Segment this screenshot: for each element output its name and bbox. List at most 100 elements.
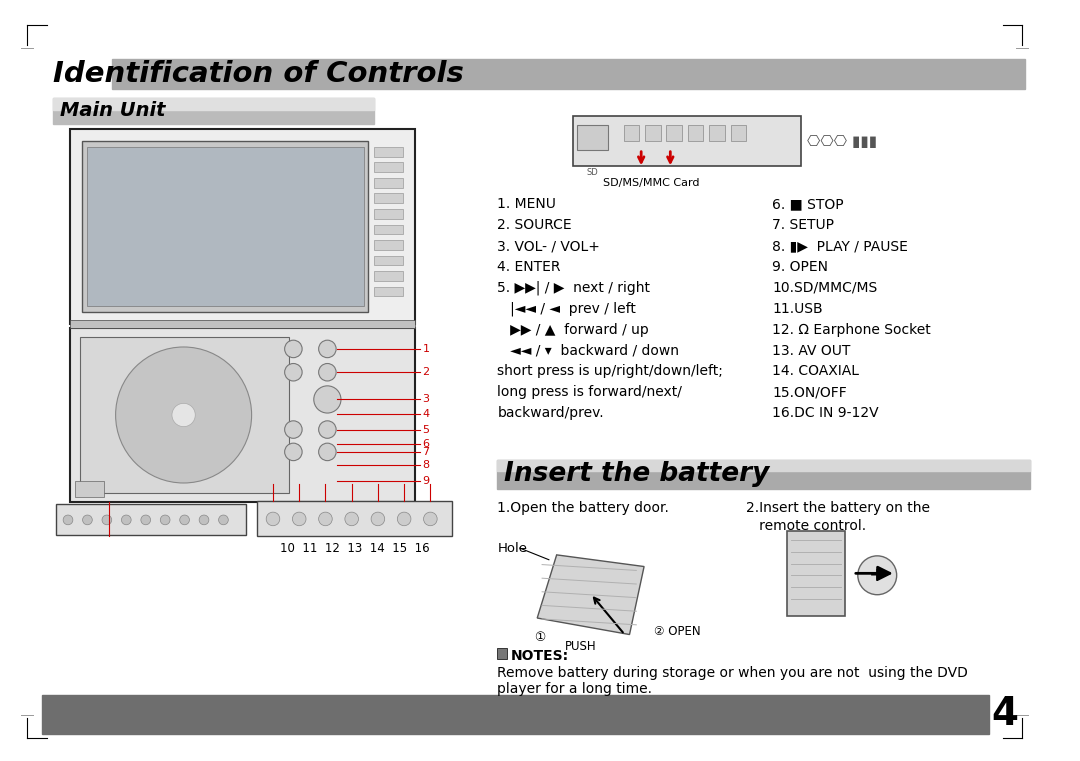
Text: ② OPEN: ② OPEN	[653, 625, 701, 638]
Polygon shape	[537, 555, 644, 635]
Bar	[70, 320, 415, 327]
Bar	[53, 98, 374, 123]
Text: 14. COAXIAL: 14. COAXIAL	[772, 365, 860, 378]
Circle shape	[218, 515, 228, 525]
Text: 12. Ω Earphone Socket: 12. Ω Earphone Socket	[772, 323, 931, 336]
Text: Insert the battery: Insert the battery	[504, 461, 770, 487]
Text: 2.Insert the battery on the: 2.Insert the battery on the	[746, 501, 930, 515]
Bar	[374, 193, 403, 203]
Text: 4. ENTER: 4. ENTER	[498, 260, 561, 274]
Text: 2: 2	[422, 368, 430, 377]
Text: Hole: Hole	[498, 543, 527, 556]
Bar	[577, 126, 608, 150]
Bar	[56, 505, 246, 536]
Bar	[374, 178, 403, 188]
Text: 4: 4	[422, 409, 430, 419]
Text: 9: 9	[422, 476, 430, 486]
Text: +: +	[869, 565, 886, 584]
Bar	[42, 695, 989, 734]
Bar	[374, 256, 403, 266]
Bar	[573, 116, 801, 167]
Text: Main Unit: Main Unit	[60, 101, 165, 120]
Circle shape	[82, 515, 92, 525]
Circle shape	[140, 515, 150, 525]
Text: player for a long time.: player for a long time.	[498, 682, 652, 696]
Bar	[498, 460, 1029, 489]
Circle shape	[319, 421, 336, 438]
Bar	[374, 240, 403, 250]
Text: |◄◄ / ◄  prev / left: |◄◄ / ◄ prev / left	[498, 302, 636, 317]
Circle shape	[372, 512, 384, 526]
Text: 10  11  12  13  14  15  16: 10 11 12 13 14 15 16	[280, 543, 430, 556]
Text: 8: 8	[422, 460, 430, 470]
Circle shape	[423, 512, 437, 526]
Bar	[87, 147, 364, 306]
Bar	[645, 126, 661, 141]
Circle shape	[319, 443, 336, 460]
Text: 6. ■ STOP: 6. ■ STOP	[772, 197, 843, 212]
Text: 1: 1	[422, 344, 430, 354]
Text: 6: 6	[422, 439, 430, 449]
Bar	[70, 129, 415, 323]
Bar	[111, 59, 1025, 88]
Bar	[730, 126, 746, 141]
Text: ⎔⎔⎔ ▮▮▮: ⎔⎔⎔ ▮▮▮	[807, 133, 877, 148]
Circle shape	[199, 515, 208, 525]
Text: backward/prev.: backward/prev.	[498, 406, 604, 420]
Circle shape	[319, 340, 336, 358]
Text: 4: 4	[990, 696, 1017, 733]
Bar	[623, 126, 639, 141]
Circle shape	[266, 512, 280, 526]
Text: 13. AV OUT: 13. AV OUT	[772, 343, 851, 358]
Circle shape	[319, 512, 333, 526]
Text: Identification of Controls: Identification of Controls	[53, 60, 464, 88]
Circle shape	[285, 364, 302, 381]
Circle shape	[345, 512, 359, 526]
Text: 3. VOL- / VOL+: 3. VOL- / VOL+	[498, 239, 600, 253]
Text: 10.SD/MMC/MS: 10.SD/MMC/MS	[772, 281, 878, 295]
Bar	[374, 271, 403, 281]
Circle shape	[397, 512, 410, 526]
Text: 7. SETUP: 7. SETUP	[772, 218, 835, 232]
Text: 1.Open the battery door.: 1.Open the battery door.	[498, 501, 670, 515]
Bar	[498, 460, 1029, 471]
Circle shape	[285, 340, 302, 358]
Bar	[374, 209, 403, 218]
Circle shape	[102, 515, 111, 525]
Bar	[688, 126, 703, 141]
Text: 1. MENU: 1. MENU	[498, 197, 556, 212]
Circle shape	[314, 386, 341, 413]
Circle shape	[293, 512, 306, 526]
Bar	[374, 147, 403, 157]
Text: ▶▶ / ▲  forward / up: ▶▶ / ▲ forward / up	[498, 323, 649, 336]
Text: 7: 7	[422, 447, 430, 457]
Bar	[257, 501, 451, 537]
Text: long press is forward/next/: long press is forward/next/	[498, 385, 683, 400]
Bar	[374, 287, 403, 297]
Bar	[374, 162, 403, 172]
Text: SD/MS/MMC Card: SD/MS/MMC Card	[603, 178, 699, 188]
Text: 9. OPEN: 9. OPEN	[772, 260, 828, 274]
Bar	[787, 530, 846, 616]
Text: 5: 5	[422, 425, 430, 435]
Text: ◄◄ / ▾  backward / down: ◄◄ / ▾ backward / down	[498, 343, 679, 358]
Bar	[75, 481, 104, 497]
Bar	[374, 224, 403, 234]
Circle shape	[172, 403, 195, 427]
Bar	[710, 126, 725, 141]
Circle shape	[319, 364, 336, 381]
Circle shape	[116, 347, 252, 483]
Text: 11.USB: 11.USB	[772, 302, 823, 316]
Text: Remove battery during storage or when you are not  using the DVD: Remove battery during storage or when yo…	[498, 666, 969, 680]
Circle shape	[121, 515, 131, 525]
Circle shape	[285, 443, 302, 460]
Text: remote control.: remote control.	[746, 519, 866, 533]
Bar	[80, 337, 288, 492]
Text: 15.ON/OFF: 15.ON/OFF	[772, 385, 847, 400]
Circle shape	[179, 515, 189, 525]
Text: 8. ▮▶  PLAY / PAUSE: 8. ▮▶ PLAY / PAUSE	[772, 239, 908, 253]
Text: 5. ▶▶| / ▶  next / right: 5. ▶▶| / ▶ next / right	[498, 281, 650, 295]
Text: NOTES:: NOTES:	[511, 649, 569, 663]
Text: SD: SD	[586, 168, 598, 177]
Bar	[666, 126, 681, 141]
